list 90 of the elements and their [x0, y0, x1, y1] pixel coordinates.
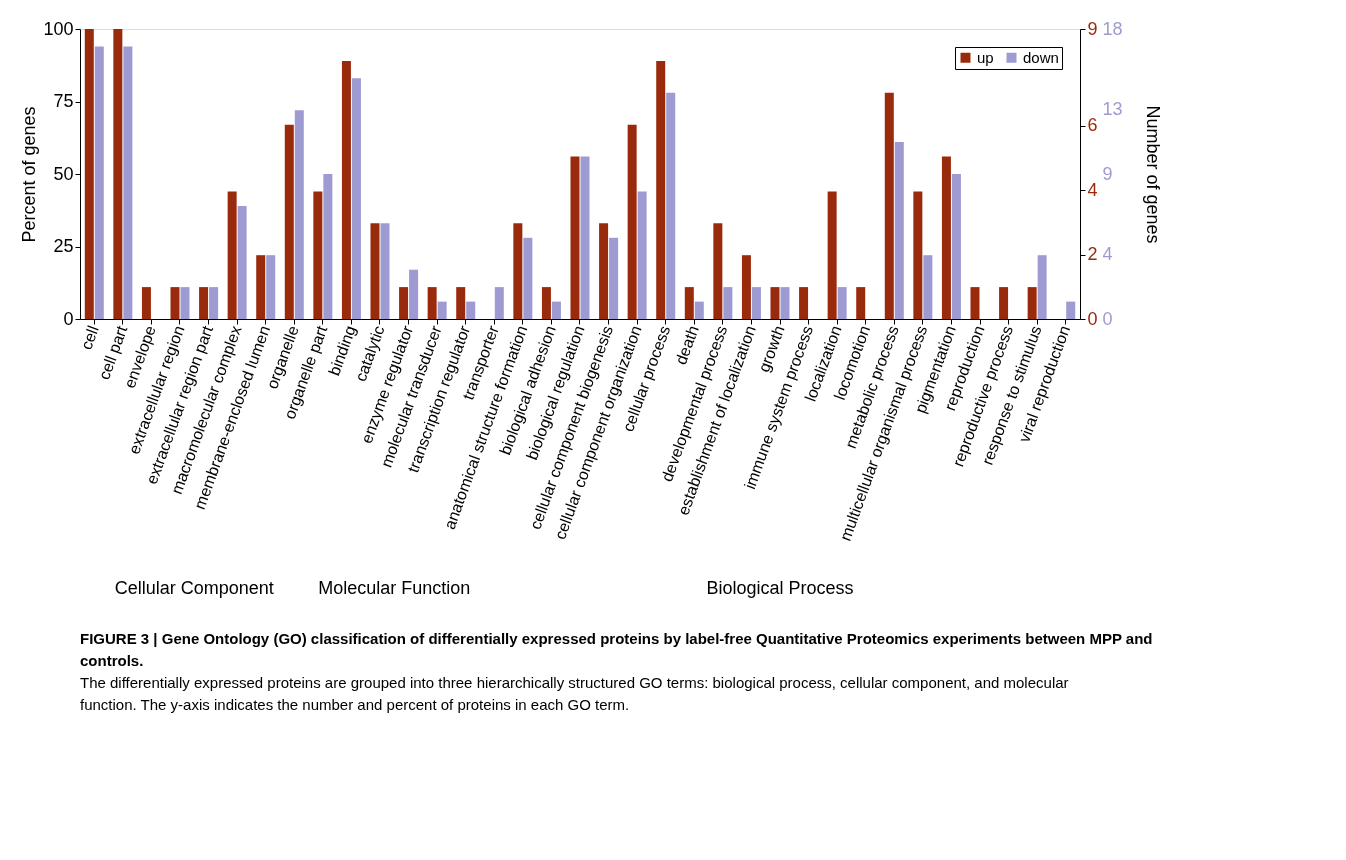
bar	[399, 287, 409, 319]
text: Biological Process	[706, 578, 854, 598]
bar	[741, 255, 751, 319]
bar	[284, 124, 294, 319]
bar	[294, 110, 304, 319]
text: Molecular Function	[318, 578, 471, 598]
y-tick-label: 25	[53, 236, 74, 256]
bar	[723, 287, 733, 319]
bar	[370, 223, 380, 319]
caption: FIGURE 3 | Gene Ontology (GO) classification of differentially expressed proteins by label-free Quantitative Proteomics experiments between MPP and controls.	[80, 630, 1153, 669]
x-tick-label: cell	[77, 323, 102, 352]
bar	[780, 287, 790, 319]
y2-tick-label: 0	[1087, 308, 1098, 329]
bar	[923, 255, 933, 319]
y3-tick-label: 0	[1102, 308, 1113, 329]
y2-axis-title: Number of genes	[1142, 105, 1163, 244]
bar	[970, 287, 980, 319]
bar	[541, 287, 551, 319]
bar	[84, 29, 94, 319]
bar	[123, 46, 133, 319]
bar	[913, 191, 923, 319]
y3-tick-label: 4	[1102, 244, 1113, 265]
bar	[666, 92, 676, 319]
bar	[694, 301, 704, 319]
y3-tick-label: 13	[1102, 99, 1123, 120]
bar	[580, 156, 590, 319]
bar	[627, 124, 637, 319]
y-tick-label: 100	[43, 18, 74, 39]
legend-label: up	[977, 48, 994, 66]
bar	[237, 205, 247, 319]
bar	[409, 269, 419, 319]
y2-tick-label: 4	[1087, 179, 1098, 200]
bar	[894, 142, 904, 319]
bar	[209, 287, 219, 319]
bar	[570, 156, 580, 319]
y-tick-label: 0	[63, 308, 74, 329]
bar	[941, 156, 951, 319]
bar	[427, 287, 437, 319]
bar	[513, 223, 523, 319]
text: The differentially expressed proteins are grouped into three hierarchically structured GO terms: biological process, cellular component, and molecular function. The y-axis indicates the number and percent of proteins in each GO term.	[80, 674, 1069, 713]
bar	[609, 237, 619, 319]
bar	[180, 287, 190, 319]
bar	[751, 287, 761, 319]
y2-tick-label: 2	[1087, 244, 1098, 265]
y3-tick-label: 18	[1102, 18, 1123, 39]
bar	[466, 301, 476, 319]
y2-tick-label: 6	[1087, 115, 1098, 136]
bar	[637, 191, 647, 319]
bar	[456, 287, 466, 319]
bar	[313, 191, 323, 319]
bar	[1066, 301, 1076, 319]
bar	[141, 287, 151, 319]
text: Cellular Component	[114, 578, 274, 598]
bar	[341, 60, 351, 319]
bar	[170, 287, 180, 319]
y2-tick-label: 9	[1087, 18, 1098, 39]
bar	[999, 287, 1009, 319]
y-tick-label: 75	[53, 91, 74, 111]
bar	[1027, 287, 1037, 319]
x-tick-label: death	[672, 323, 702, 367]
bar	[951, 174, 961, 319]
bar	[856, 287, 866, 319]
bar	[523, 237, 533, 319]
bar	[199, 287, 209, 319]
bar	[599, 223, 609, 319]
bar	[770, 287, 780, 319]
bar	[884, 92, 894, 319]
bar	[799, 287, 809, 319]
bar	[713, 223, 723, 319]
bar	[256, 255, 266, 319]
bar	[351, 78, 361, 319]
y-axis-title: Percent of genes	[19, 106, 40, 243]
bar	[827, 191, 837, 319]
bar	[684, 287, 694, 319]
bar	[227, 191, 237, 319]
bar	[323, 174, 333, 319]
y-tick-label: 50	[53, 163, 74, 184]
bar	[837, 287, 847, 319]
y3-tick-label: 9	[1102, 163, 1113, 184]
bar	[113, 29, 123, 319]
bar	[380, 223, 390, 319]
bar	[94, 46, 104, 319]
bar	[437, 301, 447, 319]
bar	[551, 301, 561, 319]
legend-label: down	[1023, 48, 1059, 66]
bar	[266, 255, 276, 319]
bar	[656, 60, 666, 319]
bar	[1037, 255, 1047, 319]
bar	[494, 287, 504, 319]
x-tick-label: growth	[755, 323, 788, 375]
